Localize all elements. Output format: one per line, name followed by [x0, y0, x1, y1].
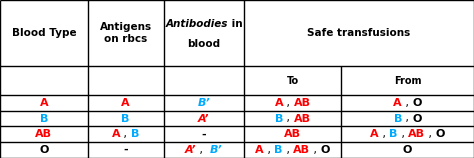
- Text: Safe transfusions: Safe transfusions: [308, 28, 410, 38]
- Text: O: O: [412, 113, 422, 124]
- Text: A’: A’: [198, 113, 210, 124]
- Text: To: To: [287, 76, 299, 86]
- Text: AB: AB: [284, 129, 301, 139]
- Text: ,: ,: [283, 145, 293, 155]
- Text: -: -: [123, 145, 128, 155]
- Text: Blood Type: Blood Type: [11, 28, 76, 38]
- Text: AB: AB: [36, 129, 52, 139]
- Text: AB: AB: [293, 113, 310, 124]
- Text: ,: ,: [402, 113, 412, 124]
- Text: A: A: [39, 98, 48, 108]
- Text: AB: AB: [408, 129, 425, 139]
- Text: A: A: [121, 98, 130, 108]
- Text: in: in: [228, 19, 242, 30]
- Text: O: O: [39, 145, 48, 155]
- Text: Antibodies: Antibodies: [165, 19, 228, 30]
- Text: B: B: [121, 113, 130, 124]
- Text: AB: AB: [293, 145, 310, 155]
- Text: B: B: [389, 129, 398, 139]
- Text: A: A: [393, 98, 402, 108]
- Text: ,: ,: [283, 98, 294, 108]
- Text: A: A: [274, 98, 283, 108]
- Text: ,: ,: [402, 98, 412, 108]
- Text: ,: ,: [379, 129, 389, 139]
- Text: O: O: [412, 98, 422, 108]
- Text: ,: ,: [283, 113, 293, 124]
- Text: B: B: [131, 129, 139, 139]
- Text: B: B: [275, 113, 283, 124]
- Text: blood: blood: [187, 39, 220, 49]
- Text: A: A: [370, 129, 379, 139]
- Text: ,: ,: [425, 129, 436, 139]
- Text: B: B: [274, 145, 283, 155]
- Text: From: From: [394, 76, 421, 86]
- Text: O: O: [403, 145, 412, 155]
- Text: ,: ,: [196, 145, 210, 155]
- Text: B: B: [40, 113, 48, 124]
- Text: Antigens
on rbcs: Antigens on rbcs: [100, 22, 152, 44]
- Text: A: A: [255, 145, 264, 155]
- Text: ,: ,: [398, 129, 408, 139]
- Text: O: O: [321, 145, 330, 155]
- Text: A’: A’: [185, 145, 196, 155]
- Text: O: O: [436, 129, 445, 139]
- Text: B’: B’: [210, 145, 223, 155]
- Text: ,: ,: [264, 145, 274, 155]
- Text: -: -: [201, 129, 206, 139]
- Text: AB: AB: [294, 98, 311, 108]
- Text: B: B: [393, 113, 402, 124]
- Text: A: A: [112, 129, 120, 139]
- Text: ,: ,: [120, 129, 131, 139]
- Text: ,: ,: [310, 145, 321, 155]
- Text: B’: B’: [198, 98, 210, 108]
